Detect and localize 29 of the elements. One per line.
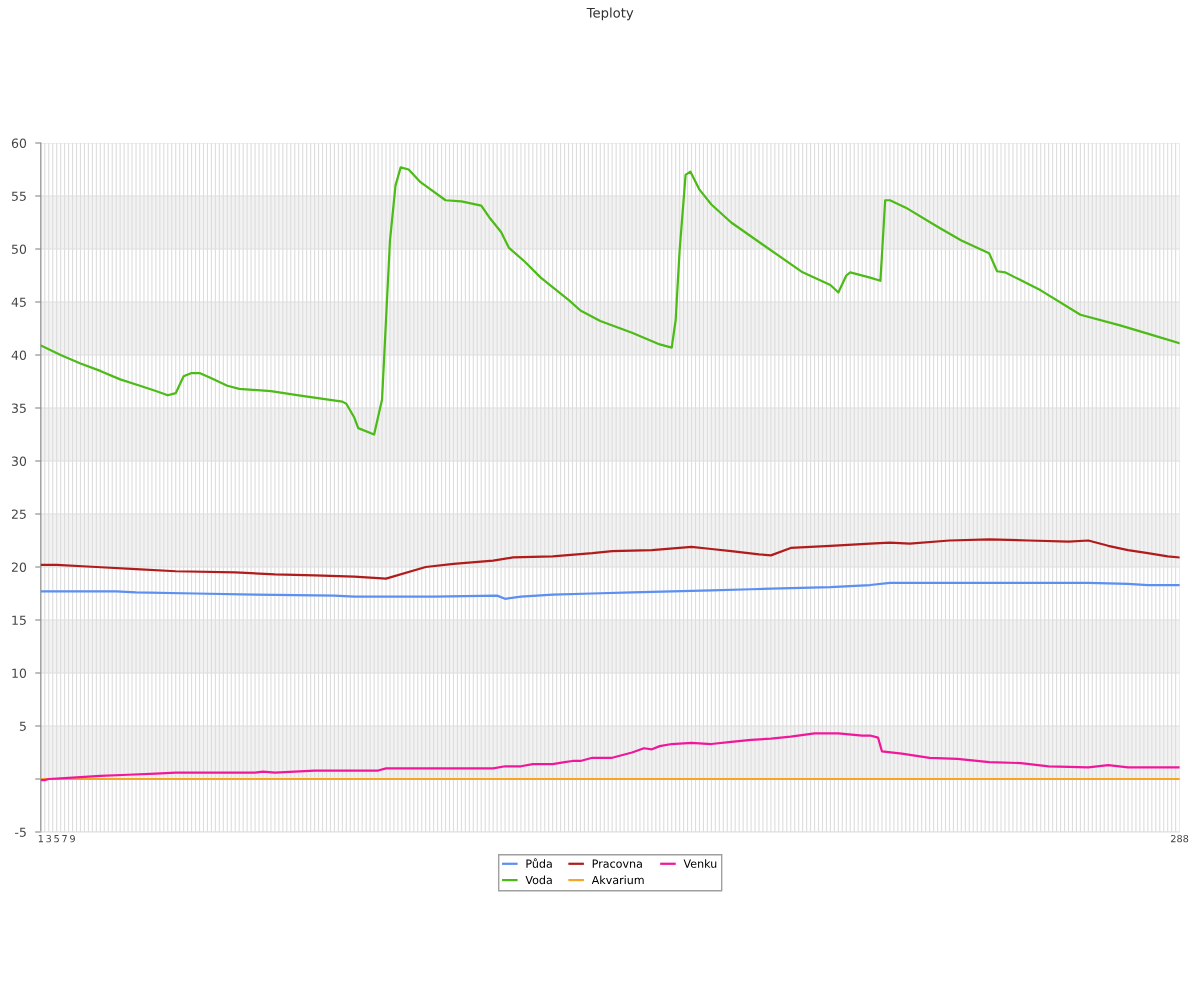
legend-label: Akvarium (591, 875, 644, 885)
y-tick-label: 60 (11, 138, 27, 148)
legend-label: Pracovna (592, 859, 642, 868)
line-series (40, 166, 1180, 436)
x-tick-label: 9 (70, 834, 75, 843)
y-tick-label: 40 (11, 350, 27, 360)
line-series (40, 538, 1180, 580)
chart-title: Teploty (586, 7, 634, 21)
x-tick-label: 7 (62, 835, 67, 843)
y-tick-label: 50 (11, 244, 27, 254)
legend-label: Voda (525, 875, 552, 885)
y-tick-label: 15 (12, 615, 26, 625)
x-tick-label: 5 (54, 835, 59, 843)
line-series (40, 732, 1180, 782)
y-tick-label: -5 (15, 827, 26, 837)
legend-label: Venku (683, 859, 717, 868)
y-tick-label: 20 (11, 562, 27, 572)
x-tick-label: 3 (46, 834, 52, 843)
line-series (40, 581, 1180, 600)
y-tick-label: 5 (19, 721, 26, 731)
y-tick-label: 35 (11, 403, 26, 413)
y-tick-label: 55 (11, 191, 26, 201)
y-tick-label: 30 (11, 456, 27, 466)
x-tick-label: 288 (1171, 834, 1189, 843)
y-tick-label: 10 (12, 668, 27, 678)
y-tick-label: 45 (11, 297, 26, 307)
y-tick-label: 25 (11, 509, 26, 519)
legend-label: Půda (526, 858, 552, 868)
x-tick-label: 1 (38, 835, 43, 843)
